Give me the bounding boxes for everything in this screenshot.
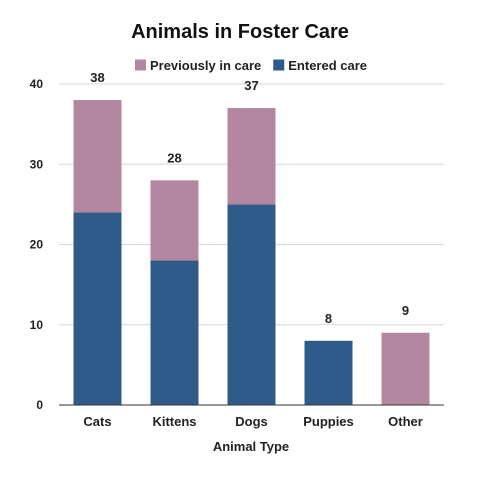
legend-label: Entered care bbox=[288, 58, 367, 73]
legend-item: Entered care bbox=[273, 58, 367, 73]
total-label: 38 bbox=[90, 70, 104, 85]
y-tick-label: 20 bbox=[30, 238, 44, 252]
x-tick-label: Puppies bbox=[303, 414, 354, 429]
y-axis: 0 10 20 30 40 bbox=[30, 77, 44, 412]
total-label: 28 bbox=[167, 150, 181, 165]
bar-segment bbox=[73, 100, 122, 213]
bars bbox=[73, 100, 430, 405]
total-label: 9 bbox=[402, 303, 409, 318]
bar-segment bbox=[150, 180, 199, 261]
y-tick-label: 30 bbox=[30, 157, 44, 171]
y-tick-label: 40 bbox=[30, 77, 44, 91]
bar-segment bbox=[304, 340, 353, 405]
total-label: 37 bbox=[244, 78, 258, 93]
bar-segment bbox=[150, 260, 199, 405]
legend: Previously in care Entered care bbox=[134, 58, 367, 73]
bar-segment bbox=[227, 108, 276, 205]
x-axis: Cats Kittens Dogs Puppies Other bbox=[59, 404, 444, 429]
x-tick-label: Kittens bbox=[152, 414, 196, 429]
legend-item: Previously in care bbox=[134, 58, 261, 73]
bar-segment bbox=[73, 212, 122, 405]
bar-segment bbox=[227, 204, 276, 405]
x-tick-label: Other bbox=[388, 414, 423, 429]
chart-title: Animals in Foster Care bbox=[131, 21, 349, 43]
legend-swatch bbox=[273, 59, 285, 71]
x-tick-label: Dogs bbox=[235, 414, 268, 429]
x-axis-title: Animal Type bbox=[213, 439, 289, 454]
legend-label: Previously in care bbox=[150, 58, 261, 73]
bar-segment bbox=[381, 332, 430, 405]
legend-swatch bbox=[134, 59, 146, 71]
total-labels: 38 28 37 8 9 bbox=[90, 70, 409, 326]
y-tick-label: 10 bbox=[30, 318, 44, 332]
total-label: 8 bbox=[325, 311, 332, 326]
y-tick-label: 0 bbox=[36, 398, 43, 412]
x-tick-label: Cats bbox=[83, 414, 111, 429]
